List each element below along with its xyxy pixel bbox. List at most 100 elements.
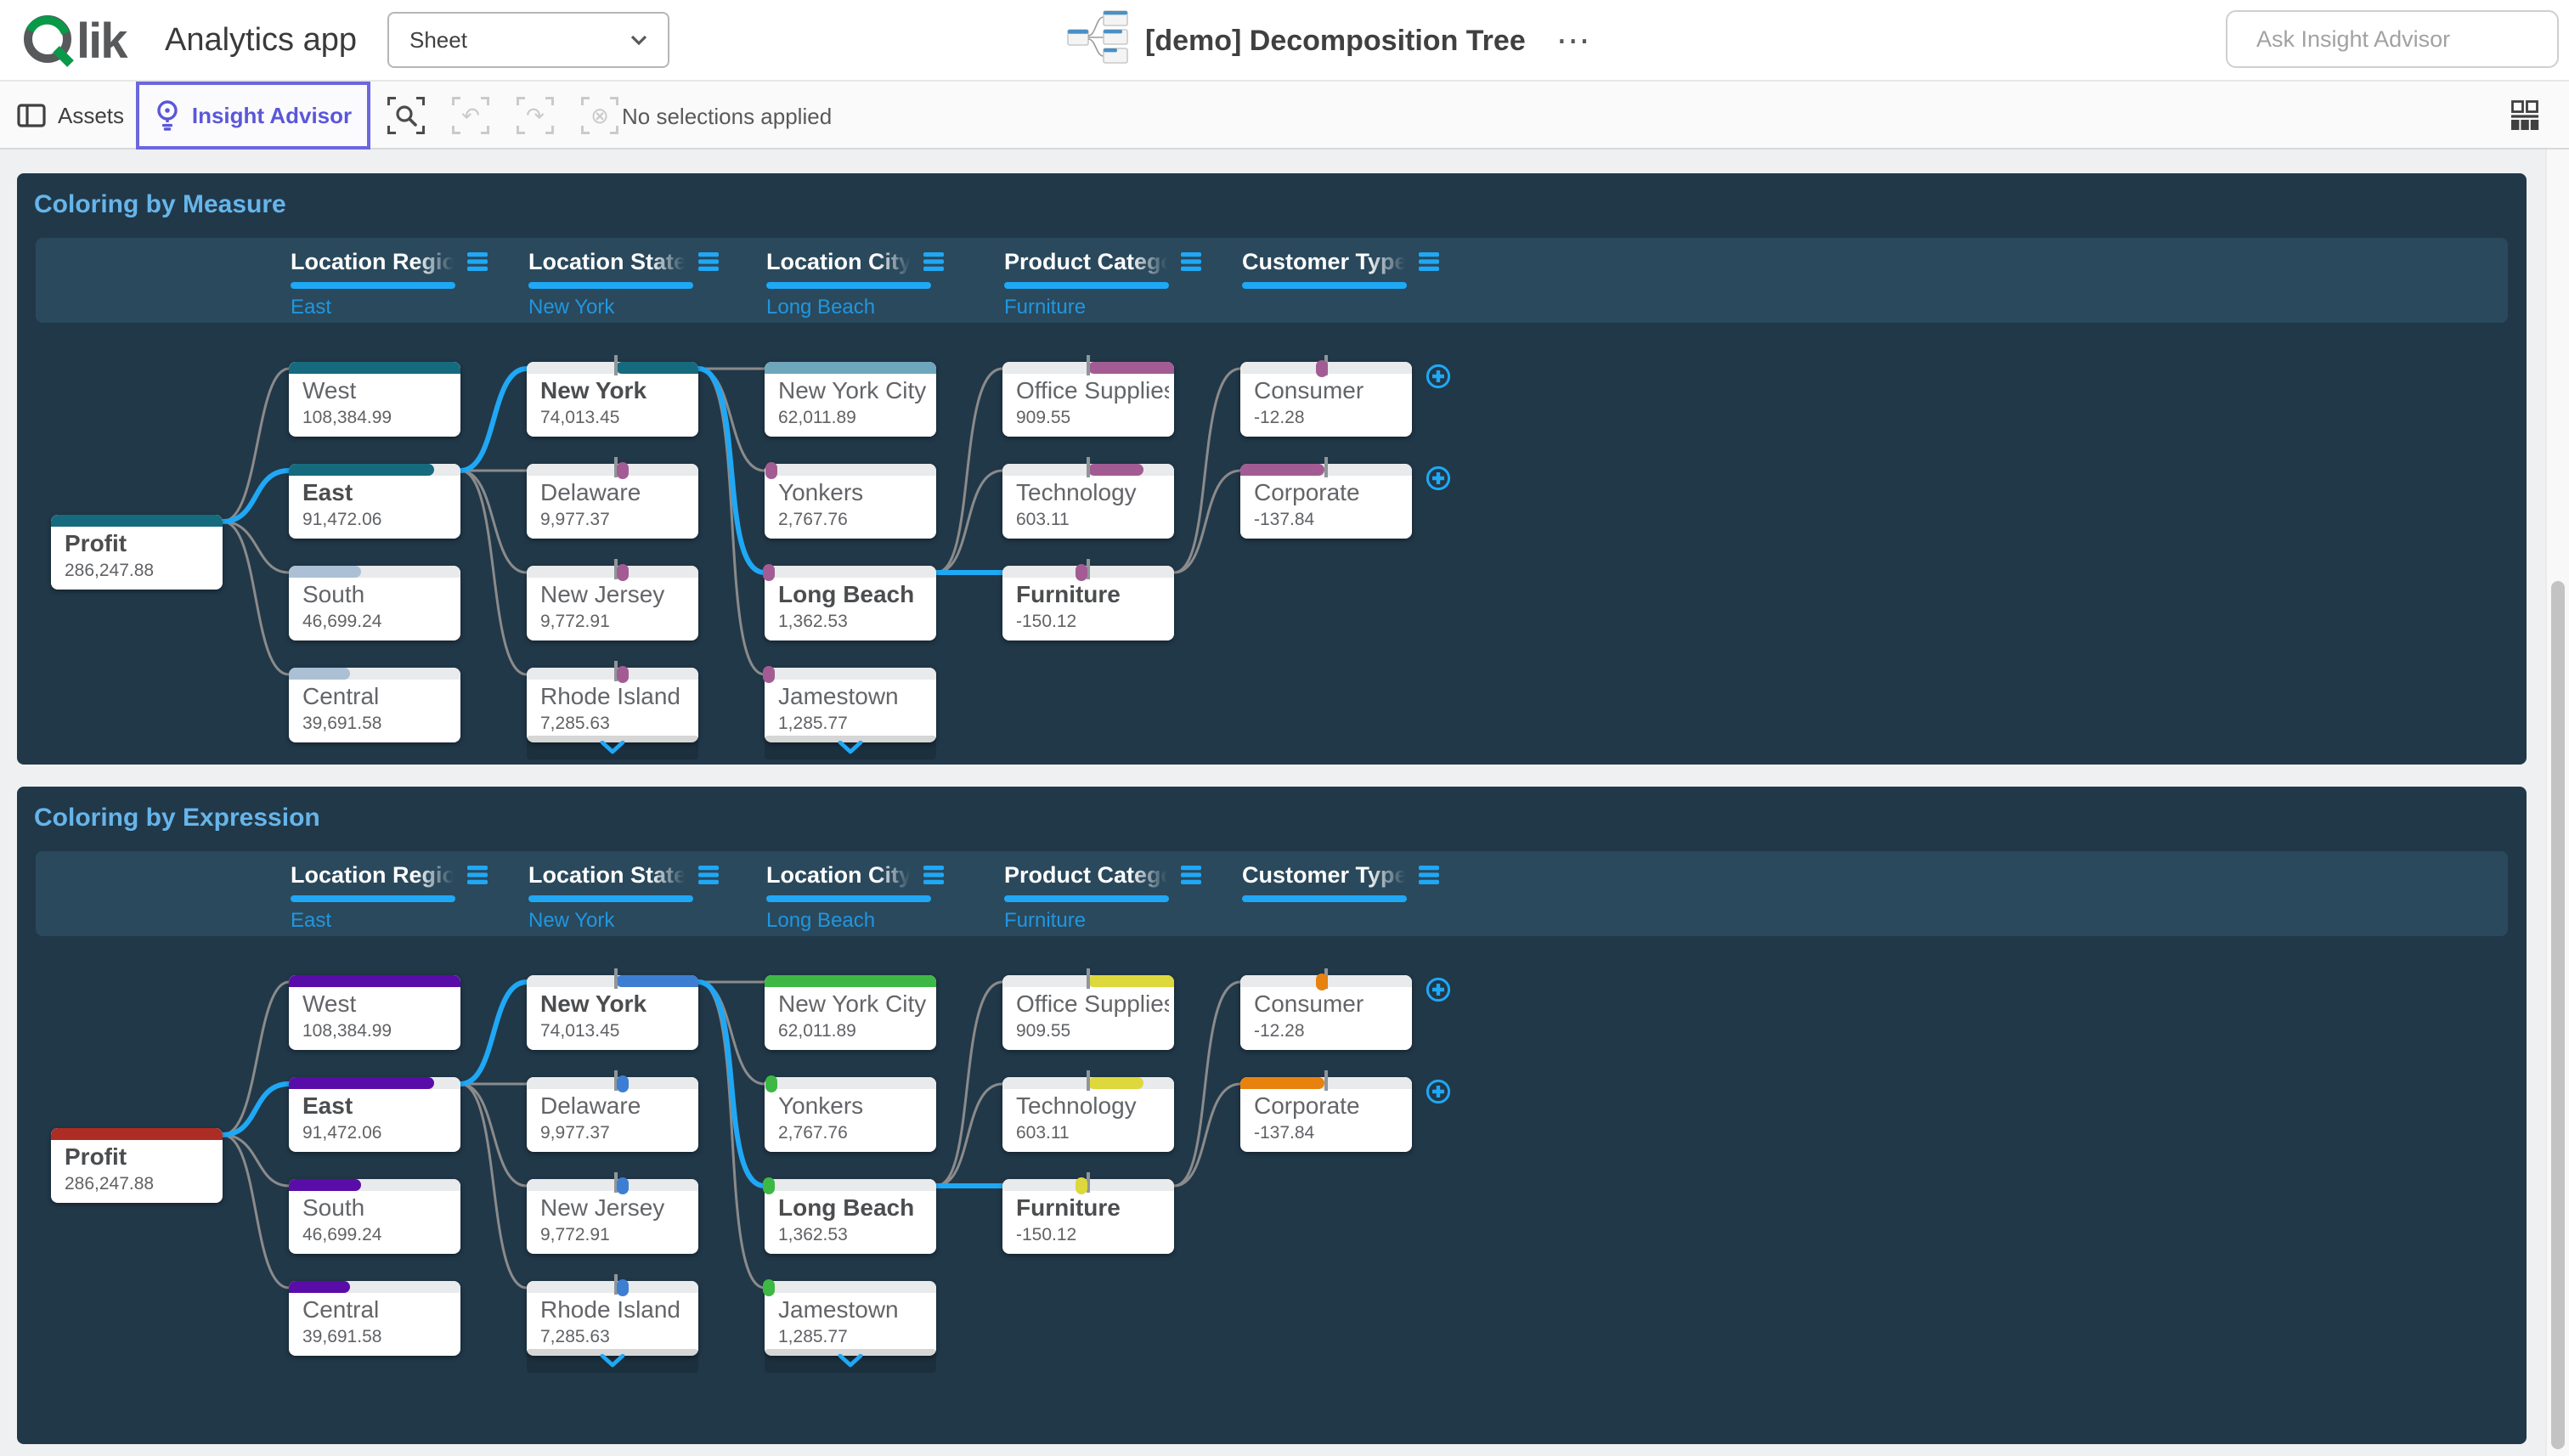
dimension-menu-icon[interactable] [698,866,720,884]
tree-node[interactable]: Profit 286,247.88 [51,1128,223,1203]
tab-assets[interactable]: Assets [17,82,124,150]
clear-selections-button[interactable]: ⊗ [581,97,618,134]
tree-node[interactable]: New York City 62,011.89 [765,975,936,1050]
tree-node[interactable]: Long Beach 1,362.53 [763,1177,936,1254]
tree-node[interactable]: Delaware 9,977.37 [527,1070,698,1152]
dimension-selected-value[interactable]: Long Beach [766,296,876,319]
dimension-label: Product Category [1004,248,1169,274]
node-value-bar [765,566,936,578]
node-value-dot [617,462,630,479]
expand-node-button[interactable] [1426,977,1451,1002]
tree-node[interactable]: Office Supplies 909.55 [1002,968,1174,1050]
dimension-menu-icon[interactable] [1419,252,1439,271]
dimension-selected-value[interactable]: Long Beach [766,909,876,932]
tree-node[interactable]: New York 74,013.45 [527,968,698,1050]
node-label: Rhode Island [540,683,681,709]
sheet-selector[interactable]: Sheet [387,12,669,68]
insight-advisor-icon [157,100,178,131]
tree-node[interactable]: Corporate -137.84 [1240,1070,1412,1152]
dimension-header-band: Location Region East Location State New Yor… [36,238,2508,323]
expand-node-button[interactable] [1426,466,1451,491]
selections-search-button[interactable] [387,97,425,134]
dimension-menu-icon[interactable] [467,866,488,884]
decomposition-tree-thumbnail-icon [1067,10,1128,71]
dimension-underline [1004,282,1169,289]
tree-node[interactable]: South 46,699.24 [289,1179,460,1254]
dimension-menu-icon[interactable] [923,252,945,271]
tree-node[interactable]: Rhode Island 7,285.63 [527,1274,698,1356]
tree-node[interactable]: West 108,384.99 [289,362,460,437]
expand-node-button[interactable] [1426,1079,1451,1104]
node-value-dot [617,564,630,581]
scroll-more-nodes-button[interactable] [527,1349,698,1373]
tree-node[interactable]: South 46,699.24 [289,566,460,641]
tree-node[interactable]: Yonkers 2,767.76 [765,1075,936,1152]
zero-axis-tick [1087,559,1090,579]
tree-node[interactable]: Jamestown 1,285.77 [763,666,936,742]
dimension-menu-icon[interactable] [698,252,720,271]
dimension-header: Location State New York [528,246,753,319]
tree-node[interactable]: New Jersey 9,772.91 [527,1172,698,1254]
tree-node[interactable]: Yonkers 2,767.76 [765,462,936,539]
qlik-logo-icon: lik [20,10,143,78]
tree-node[interactable]: New York City 62,011.89 [765,362,936,437]
tree-node[interactable]: Technology 603.11 [1002,457,1174,539]
search-input[interactable] [2253,24,2561,54]
node-value-bar [289,464,460,476]
dimension-label: Customer Type [1242,248,1407,274]
tree-node[interactable]: Furniture -150.12 [1002,1172,1174,1254]
tree-node[interactable]: Consumer -12.28 [1240,355,1412,437]
page-scrollbar-thumb[interactable] [2551,581,2565,1449]
document-title: [demo] Decomposition Tree [1145,24,1526,57]
node-label: East [302,479,353,505]
sheet-grid-icon[interactable] [2511,100,2544,138]
tree-node[interactable]: New Jersey 9,772.91 [527,559,698,641]
tree-node[interactable]: East 91,472.06 [289,464,460,539]
tree-node[interactable]: Long Beach 1,362.53 [763,564,936,641]
document-more-menu[interactable]: ⋯ [1556,22,1590,59]
tree-node[interactable]: Central 39,691.58 [289,668,460,742]
expand-node-button[interactable] [1426,364,1451,389]
node-value: 62,011.89 [778,1021,856,1041]
node-label: Central [302,683,380,709]
node-label: New York City [778,377,927,404]
tree-node[interactable]: New York 74,013.45 [527,355,698,437]
tree-node[interactable]: Corporate -137.84 [1240,457,1412,539]
node-label: West [302,377,357,404]
dimension-menu-icon[interactable] [1181,866,1201,884]
insight-advisor-search[interactable] [2226,10,2561,68]
dimension-menu-icon[interactable] [923,866,945,884]
dimension-label: Location State [528,861,687,888]
tree-node[interactable]: Rhode Island 7,285.63 [527,661,698,742]
node-label: Long Beach [778,1194,915,1221]
dimension-selected-value[interactable]: Furniture [1004,296,1087,319]
dimension-selected-value[interactable]: Furniture [1004,909,1087,932]
tree-node[interactable]: West 108,384.99 [289,975,460,1050]
dimension-selected-value[interactable]: East [291,909,332,932]
dimension-selected-value[interactable]: New York [528,296,615,319]
tab-insight-advisor[interactable]: Insight Advisor [136,82,370,150]
tree-node[interactable]: East 91,472.06 [289,1077,460,1152]
tree-node[interactable]: Technology 603.11 [1002,1070,1174,1152]
tree-node[interactable]: Furniture -150.12 [1002,559,1174,641]
scroll-more-nodes-button[interactable] [765,1349,936,1373]
node-value: 91,472.06 [302,510,382,529]
undo-button[interactable]: ↶ [452,97,489,134]
dimension-selected-value[interactable]: New York [528,909,615,932]
node-value-bar [289,566,460,578]
tree-node[interactable]: Profit 286,247.88 [51,515,223,590]
tree-node[interactable]: Consumer -12.28 [1240,968,1412,1050]
tree-node[interactable]: Jamestown 1,285.77 [763,1279,936,1356]
dimension-menu-icon[interactable] [1181,252,1201,271]
tree-node[interactable]: Delaware 9,977.37 [527,457,698,539]
dimension-menu-icon[interactable] [467,252,488,271]
redo-button[interactable]: ↷ [517,97,554,134]
tree-node[interactable]: Office Supplies 909.55 [1002,355,1174,437]
dimension-menu-icon[interactable] [1419,866,1439,884]
scroll-more-nodes-button[interactable] [527,736,698,759]
tree-node[interactable]: Central 39,691.58 [289,1281,460,1356]
dimension-selected-value[interactable]: East [291,296,332,319]
node-label: Corporate [1254,479,1360,505]
scroll-more-nodes-button[interactable] [765,736,936,759]
